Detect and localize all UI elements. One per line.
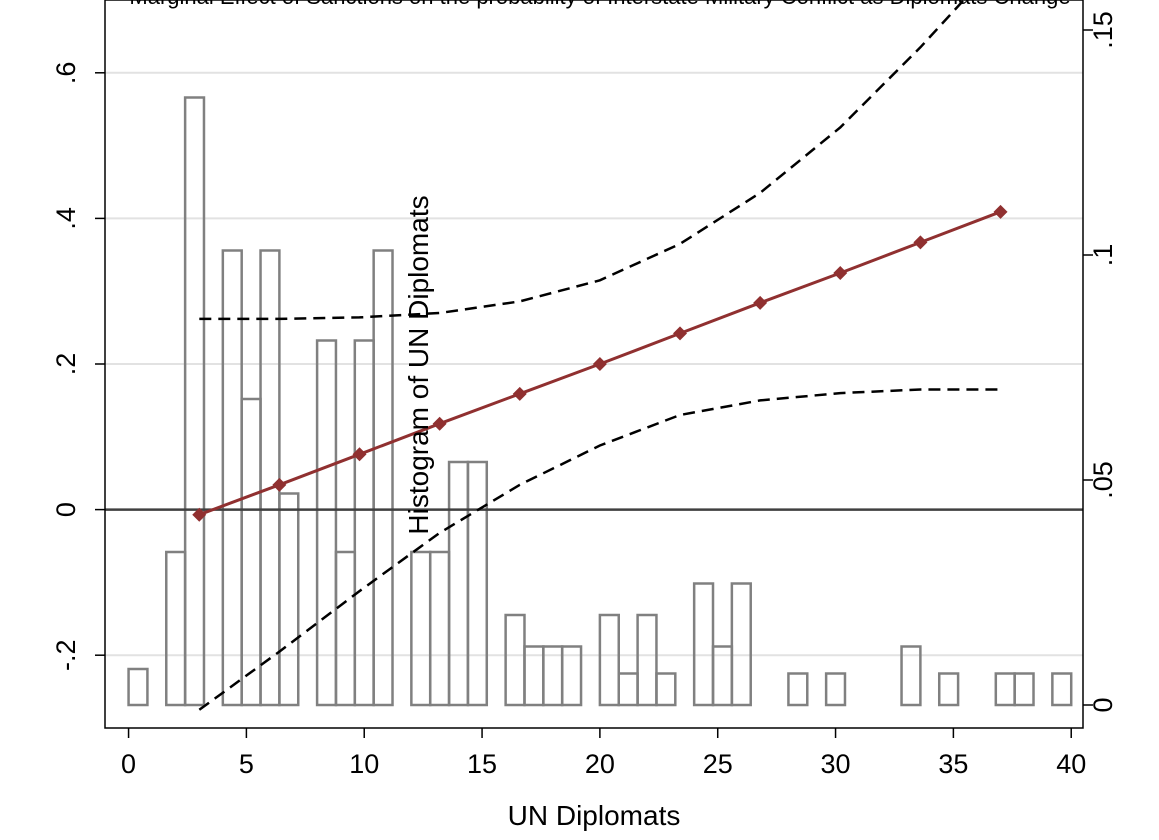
- y-tick-label-2: .2: [51, 353, 81, 376]
- histogram-bar-8: [334, 550, 357, 707]
- x-tick-label-1: 5: [239, 749, 254, 779]
- histogram-bar-29: [937, 672, 960, 707]
- histogram-bar-4: [240, 397, 262, 707]
- y2-tick-label-1: .05: [1088, 461, 1118, 499]
- histogram-bar-20: [617, 672, 639, 707]
- histogram-bar-15: [504, 613, 526, 707]
- histogram-bar-25: [730, 582, 752, 707]
- histogram-bar-23: [692, 582, 715, 707]
- histogram-bar-7: [315, 339, 338, 707]
- histogram-bars: [127, 96, 1073, 707]
- histogram-bar-21: [636, 613, 658, 707]
- x-tick-label-0: 0: [121, 749, 136, 779]
- histogram-bar-0: [127, 667, 149, 707]
- x-axis-title: UN Diplomats: [508, 800, 681, 831]
- marginal-effect-series: [192, 204, 1008, 522]
- histogram-bar-22: [655, 672, 677, 707]
- histogram-bar-13: [447, 460, 470, 707]
- marginal-effect-point-4: [512, 386, 527, 401]
- marginal-effect-point-0: [192, 507, 207, 522]
- histogram-bar-11: [410, 550, 432, 707]
- x-tick-label-4: 20: [585, 749, 615, 779]
- marginal-effect-point-5: [592, 357, 607, 371]
- histogram-bar-19: [598, 613, 620, 707]
- histogram-bar-18: [560, 645, 583, 707]
- y-tick-label-1: 0: [51, 502, 81, 517]
- ci-upper-line: [199, 0, 966, 321]
- y-tick-label-0: -.2: [51, 639, 81, 671]
- marginal-effect-point-1: [272, 477, 287, 492]
- histogram-bar-12: [428, 550, 451, 707]
- histogram-bar-32: [1051, 672, 1073, 707]
- marginal-effect-point-3: [432, 416, 447, 431]
- histogram-bar-27: [824, 672, 847, 707]
- histogram-bar-10: [372, 249, 394, 707]
- histogram-bar-5: [259, 249, 281, 707]
- marginal-effect-point-6: [673, 326, 688, 341]
- confidence-interval-lines: [198, 0, 1001, 711]
- marginal-effect-point-2: [352, 447, 367, 462]
- marginal-effect-point-7: [753, 295, 768, 310]
- x-tick-label-6: 30: [821, 749, 851, 779]
- x-tick-label-7: 35: [938, 749, 968, 779]
- marginal-effect-point-10: [993, 204, 1008, 219]
- x-tick-label-3: 15: [467, 749, 497, 779]
- marginal-effect-point-8: [833, 266, 848, 280]
- histogram-bar-1: [165, 550, 187, 707]
- axes: 0 5 10 15 20 25 30 35 40 -.2 0 .2 .4 .6 0 .05 .1 .15: [51, 11, 1118, 779]
- y2-axis-title: Histogram of UN Diplomats: [403, 195, 434, 534]
- x-tick-label-8: 40: [1056, 749, 1086, 779]
- y2-tick-label-0: 0: [1088, 697, 1118, 712]
- y2-tick-label-2: .1: [1088, 244, 1118, 267]
- histogram-bar-28: [900, 645, 922, 707]
- marginal-effect-point-9: [913, 235, 928, 250]
- y-tick-label-4: .6: [51, 62, 81, 85]
- x-tick-label-5: 25: [703, 749, 733, 779]
- histogram-bar-31: [1013, 672, 1035, 707]
- ci-lower-line: [198, 388, 1001, 711]
- histogram-bar-14: [466, 460, 489, 707]
- y-tick-label-3: .4: [51, 207, 81, 230]
- histogram-bar-6: [278, 492, 300, 707]
- histogram-bar-2: [183, 96, 206, 707]
- histogram-bar-26: [787, 672, 809, 707]
- x-tick-label-2: 10: [349, 749, 379, 779]
- histogram-bar-9: [353, 339, 375, 707]
- histogram-bar-30: [994, 672, 1016, 707]
- top-note: Marginal Effect of Sanctions on the prob…: [129, 0, 1070, 9]
- y2-tick-label-3: .15: [1088, 11, 1118, 49]
